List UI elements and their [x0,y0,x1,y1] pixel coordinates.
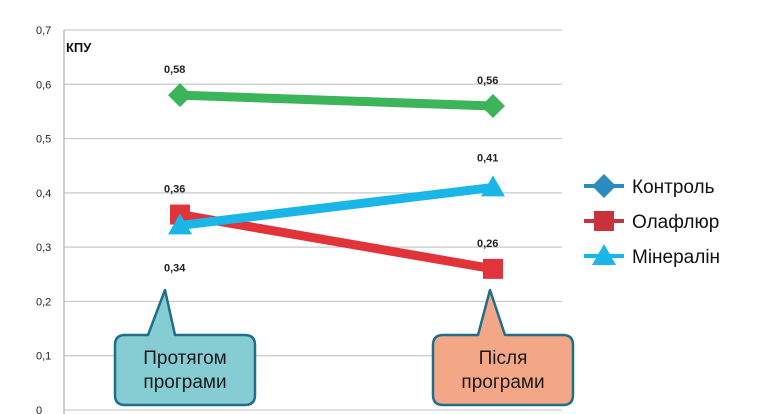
data-point-marker [481,175,505,197]
callout-box: Після програми [431,288,575,407]
data-label: 0,56 [477,75,498,87]
callout-line-2: програми [143,372,226,393]
data-label: 0,58 [164,64,185,76]
y-tick-label: 0,4 [36,188,51,200]
y-tick-label: 0,5 [36,134,51,146]
data-labels: 0,58 0,56 0,36 0,26 0,34 0,41 [164,64,498,274]
y-axis-label: КПУ [66,40,92,55]
legend-label: Олафлюр [632,212,719,233]
callout-box: Протягом програми [113,288,257,407]
y-tick-label: 0,6 [36,79,51,91]
data-label: 0,36 [164,184,185,196]
y-axis: 0 0,1 0,2 0,3 0,4 0,5 0,6 0,7 [36,25,65,414]
legend: Контроль Олафлюр Мінералін [584,174,720,268]
legend-swatch-marker [592,174,616,198]
data-label: 0,41 [477,152,498,164]
y-tick-label: 0,7 [36,25,51,37]
data-point-marker [481,94,505,118]
legend-item: Мінералін [584,244,720,268]
data-point-marker [168,83,192,108]
series-line [175,182,498,230]
legend-item: Олафлюр [584,211,719,233]
series-lines [168,83,505,279]
legend-label: Мінералін [632,247,720,268]
callout-line-1: Після [479,348,528,369]
data-point-marker [168,213,192,235]
y-tick-label: 0,1 [36,351,51,363]
y-tick-label: 0,3 [36,242,51,254]
legend-swatch-marker [592,244,616,265]
data-point-marker [483,258,503,279]
callout-shape [431,288,575,407]
legend-swatch-marker [594,211,614,231]
callout-line-2: програми [461,372,544,393]
data-label: 0,26 [477,238,498,250]
series-2 [168,175,505,235]
callout-line-1: Протягом [143,348,227,369]
data-label: 0,34 [164,262,186,274]
callout-shape [113,288,257,407]
series-line [175,90,498,111]
series-1 [170,204,503,279]
legend-item: Контроль [584,174,715,198]
y-tick-label: 0,2 [36,296,51,308]
callouts: Протягом програми Після програми [113,288,575,407]
series-0 [168,83,505,118]
y-tick-label: 0 [36,405,42,414]
legend-label: Контроль [632,177,715,198]
